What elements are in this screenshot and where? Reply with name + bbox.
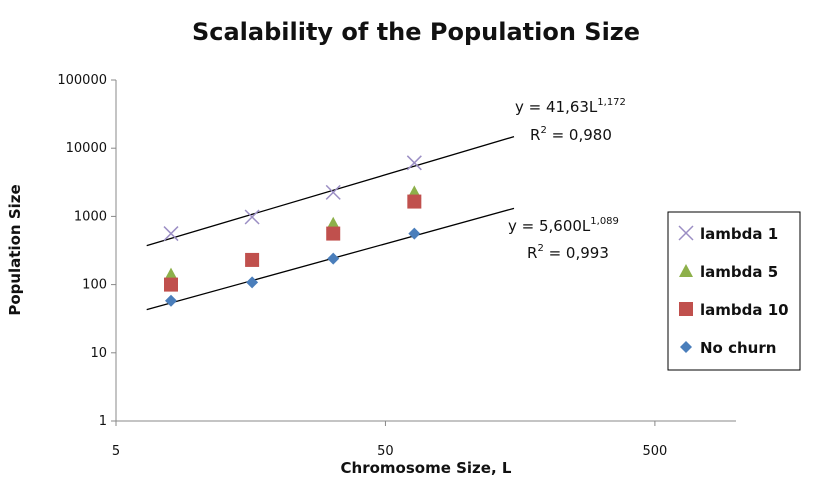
y-axis-title: Population Size bbox=[6, 184, 24, 315]
legend: lambda 1 lambda 5 lambda 10 No churn bbox=[667, 211, 801, 371]
x-tick-label: 500 bbox=[642, 444, 667, 459]
legend-marker bbox=[678, 225, 694, 241]
data-point bbox=[244, 209, 260, 225]
data-point bbox=[163, 277, 178, 292]
x-axis-title: Chromosome Size, L bbox=[341, 459, 512, 477]
legend-box bbox=[667, 211, 801, 371]
data-point bbox=[326, 226, 341, 241]
data-point bbox=[325, 184, 341, 200]
data-points bbox=[163, 155, 422, 307]
legend-marker bbox=[680, 341, 692, 353]
x-ticks: 5 50 500 bbox=[112, 421, 667, 459]
y-ticks: 1 10 100 1000 10000 100000 bbox=[57, 73, 116, 429]
chart-title: Scalability of the Population Size bbox=[192, 18, 640, 46]
data-point bbox=[407, 194, 422, 209]
data-point bbox=[246, 276, 259, 289]
trendline-1-equation: y = 41,63L1,172 bbox=[515, 97, 626, 116]
y-tick-label: 100 bbox=[82, 278, 107, 293]
legend-label: lambda 1 bbox=[700, 225, 778, 243]
legend-marker bbox=[679, 302, 693, 316]
trendline-2-equation: y = 5,600L1,089 bbox=[508, 216, 619, 235]
data-point bbox=[408, 227, 421, 240]
legend-marker bbox=[679, 264, 693, 277]
x-tick-label: 50 bbox=[377, 444, 394, 459]
legend-label: lambda 5 bbox=[700, 263, 778, 281]
data-point bbox=[406, 155, 422, 171]
data-point bbox=[164, 294, 177, 307]
data-point bbox=[245, 252, 260, 267]
trendline-1 bbox=[146, 135, 515, 247]
data-point bbox=[163, 226, 179, 242]
legend-label: lambda 10 bbox=[700, 301, 789, 319]
trendline-1-r2: R2 = 0,980 bbox=[530, 125, 612, 144]
trendline-2-r2: R2 = 0,993 bbox=[527, 243, 609, 262]
y-tick-label: 1000 bbox=[74, 209, 107, 224]
y-tick-label: 1 bbox=[99, 414, 107, 429]
y-tick-label: 100000 bbox=[57, 73, 107, 88]
legend-label: No churn bbox=[700, 339, 776, 357]
x-tick-label: 5 bbox=[112, 444, 120, 459]
data-point bbox=[327, 252, 340, 265]
data-point bbox=[163, 267, 178, 281]
data-point bbox=[326, 216, 341, 230]
y-tick-label: 10000 bbox=[66, 141, 107, 156]
y-tick-label: 10 bbox=[90, 346, 107, 361]
